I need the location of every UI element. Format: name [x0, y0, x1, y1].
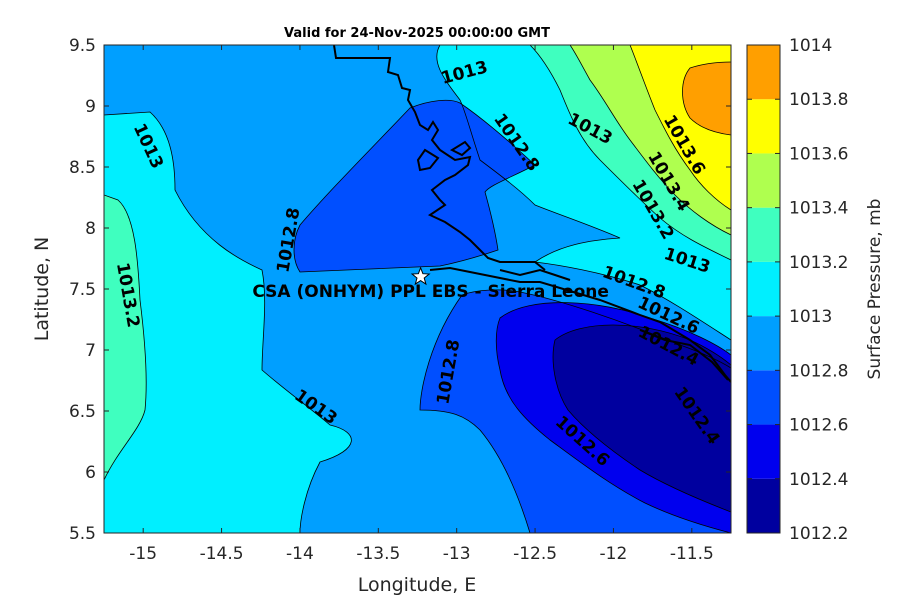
- site-label: CSA (ONHYM) PPL EBS - Sierra Leone: [252, 282, 609, 302]
- coastline: [333, 45, 731, 383]
- contour-field: [104, 45, 731, 533]
- coastline-detail-2: [449, 140, 472, 157]
- contour-line-1013-2-northeast: [529, 45, 731, 261]
- contour-band-1013-west: [104, 112, 352, 533]
- y-axis-ticks: 5.5 6 6.5 7 7.5 8 8.5 9 9.5: [69, 36, 731, 544]
- y-tick-label-6-5: 6.5: [69, 402, 96, 422]
- y-tick-label-7-5: 7.5: [69, 280, 96, 300]
- colorbar-tick-label-1014: 1014: [789, 36, 832, 56]
- y-tick-label-8-5: 8.5: [69, 158, 96, 178]
- colorbar-swatch-1013-4: [747, 153, 780, 208]
- x-tick-label-14: -14: [286, 544, 314, 564]
- site-star-icon: [410, 266, 431, 286]
- contour-line-1013-6: [629, 45, 731, 211]
- y-tick-label-7: 7: [85, 341, 96, 361]
- colorbar-tick-label-1012-2: 1012.2: [789, 524, 848, 544]
- x-axis-ticks: -15 -14.5 -14 -13.5 -13 -12.5 -12 -11.5: [129, 45, 714, 564]
- y-tick-label-9-5: 9.5: [69, 36, 96, 56]
- coastline-detail-1: [416, 148, 440, 172]
- colorbar-swatch-1013: [747, 261, 780, 317]
- contour-band-1012-2: [553, 325, 731, 512]
- contour-line-1013-4: [569, 45, 731, 236]
- colorbar-tick-label-1013-8: 1013.8: [789, 90, 848, 110]
- coastline-detail-4: [639, 329, 729, 381]
- y-tick-label-5-5: 5.5: [69, 524, 96, 544]
- y-tick-label-6: 6: [85, 463, 96, 483]
- colorbar-tick-label-1013-6: 1013.6: [789, 144, 848, 164]
- chart-title: Valid for 24-Nov-2025 00:00:00 GMT: [284, 26, 550, 41]
- x-tick-label-14-5: -14.5: [200, 544, 244, 564]
- colorbar-swatch-1012-6: [747, 370, 780, 425]
- colorbar-tick-label-1013: 1013: [789, 307, 832, 327]
- colorbar-swatch-1013-8: [747, 45, 780, 100]
- contour-line-1013-northeast: [436, 45, 731, 341]
- contour-line-1013-west: [104, 111, 352, 533]
- colorbar-tick-label-1012-4: 1012.4: [789, 470, 848, 490]
- y-tick-label-9: 9: [85, 97, 96, 117]
- colorbar-swatch-1013-6: [747, 99, 780, 154]
- site-marker-group: CSA (ONHYM) PPL EBS - Sierra Leone: [252, 266, 609, 302]
- x-tick-label-11-5: -11.5: [670, 544, 714, 564]
- x-tick-label-12: -12: [600, 544, 628, 564]
- x-tick-label-13-5: -13.5: [356, 544, 400, 564]
- colorbar-tick-label-1012-8: 1012.8: [789, 361, 848, 381]
- colorbar-tick-label-1013-2: 1013.2: [789, 253, 848, 273]
- contour-line-1012-6-north: [293, 99, 536, 273]
- contour-line-1012-6-south: [419, 289, 731, 533]
- colorbar-swatch-1012-4: [747, 424, 780, 479]
- colorbar-tick-label-1012-6: 1012.6: [789, 416, 848, 436]
- country-border-line: [333, 45, 546, 271]
- colorbar-swatch-1012-8: [747, 316, 780, 371]
- colorbar-swatch-1012-2: [747, 478, 780, 533]
- colorbar-frame: [746, 44, 781, 534]
- x-axis-label: Longitude, E: [358, 574, 477, 596]
- contour-line-1013-2-west: [104, 194, 147, 481]
- x-tick-label-12-5: -12.5: [513, 544, 557, 564]
- coastline-south: [429, 266, 731, 383]
- coastline-detail-3: [499, 268, 571, 281]
- contour-line-1013-8: [682, 61, 731, 136]
- colorbar: 1012.2 1012.4 1012.6 1012.8 1013 1013.2 1013.4…: [746, 36, 848, 544]
- colorbar-swatch-1013-2: [747, 207, 780, 262]
- x-tick-label-13: -13: [443, 544, 471, 564]
- x-tick-label-15: -15: [129, 544, 157, 564]
- colorbar-tick-label-1013-4: 1013.4: [789, 199, 848, 219]
- y-tick-label-8: 8: [85, 219, 96, 239]
- contour-band-1013-2-west: [104, 195, 147, 480]
- colorbar-label: Surface Pressure, mb: [865, 199, 885, 380]
- y-axis-label: Latitude, N: [31, 237, 53, 342]
- contour-band-1013-8: [682, 62, 731, 135]
